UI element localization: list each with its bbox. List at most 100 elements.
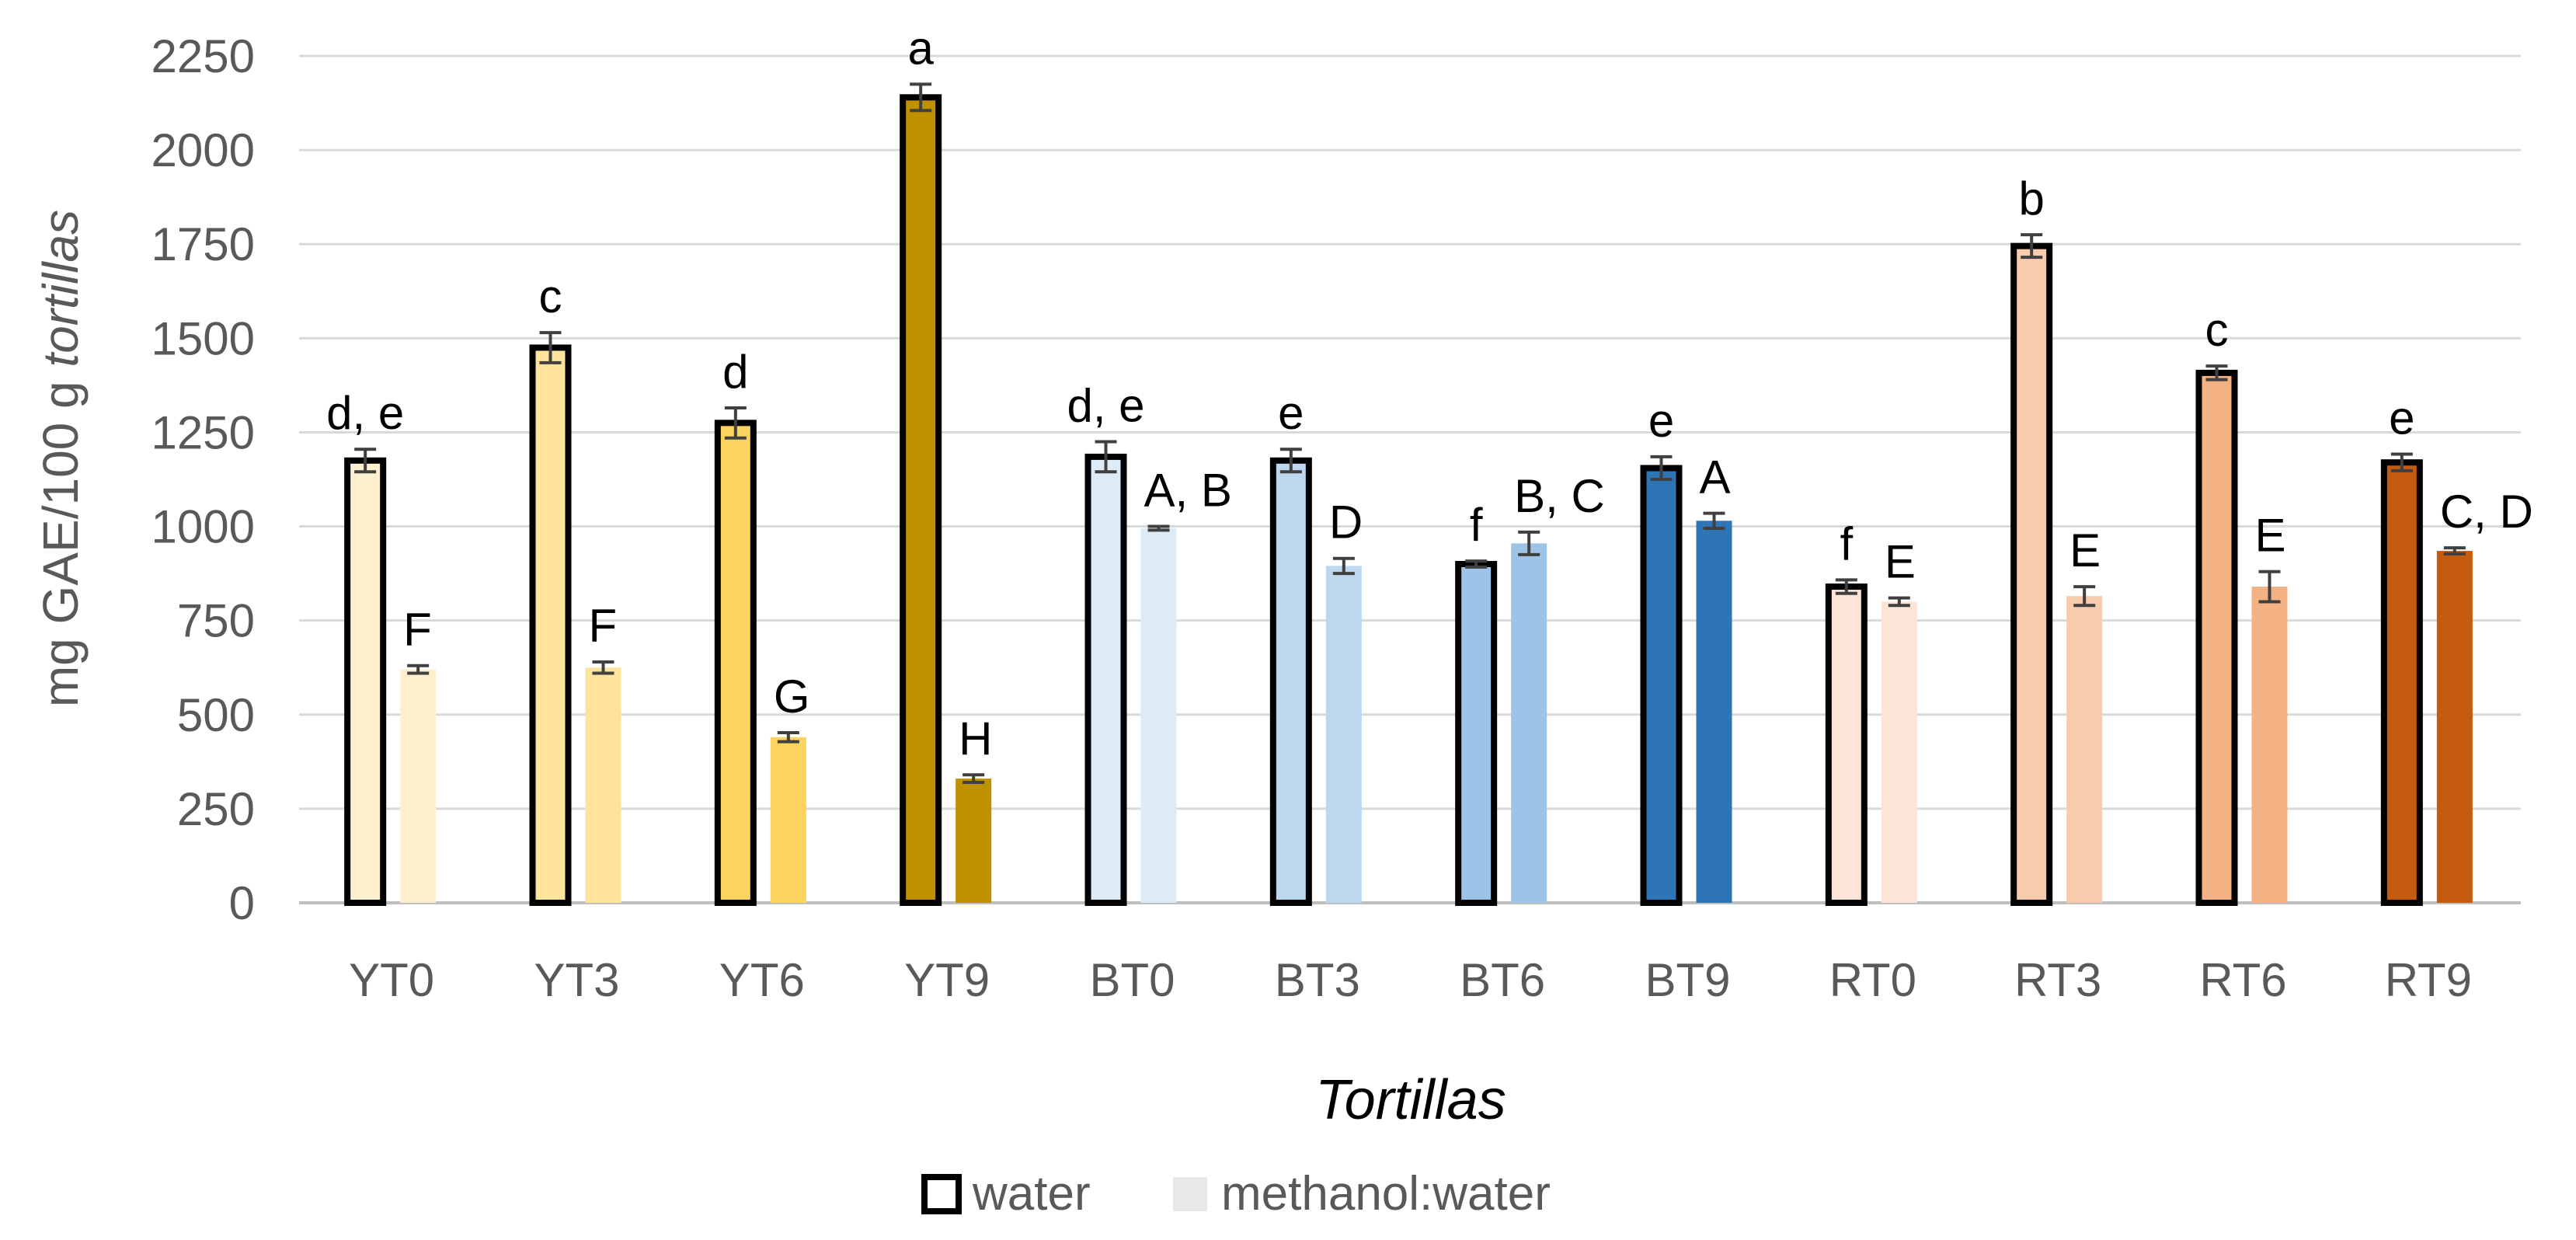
x-tick-label: YT0 xyxy=(349,954,434,1006)
significance-letter: C, D xyxy=(2440,486,2533,538)
significance-letter: e xyxy=(2389,392,2414,444)
x-tick-label: RT0 xyxy=(1829,954,1916,1006)
bar-water-YT9 xyxy=(900,94,942,906)
error-bar xyxy=(963,773,985,784)
bar-water-BT6 xyxy=(1455,561,1498,906)
error-bar xyxy=(2073,585,2096,608)
y-tick-label: 750 xyxy=(177,595,255,647)
y-tick-label: 0 xyxy=(229,877,255,929)
y-axis-label: mg GAE/100 g tortillas xyxy=(33,210,89,707)
bar-methanol-water-RT0 xyxy=(1881,601,1917,903)
significance-letter: f xyxy=(1840,517,1853,569)
bar-methanol-water-BT3 xyxy=(1325,566,1362,903)
x-axis-label: Tortillas xyxy=(1315,1069,1506,1131)
x-tick-label: RT6 xyxy=(2199,954,2286,1006)
bar-methanol-water-YT3 xyxy=(585,667,621,903)
x-tick-label: YT3 xyxy=(534,954,619,1006)
error-bar xyxy=(1650,455,1673,481)
bar-methanol-water-YT0 xyxy=(400,669,437,903)
significance-letter: A xyxy=(1700,451,1731,503)
y-tick-label: 1500 xyxy=(151,312,255,364)
significance-letter: c xyxy=(539,270,562,322)
significance-letter: a xyxy=(907,22,934,74)
y-tick-labels: 0 250 500 750 1000 1250 1500 1750 2000 2250 xyxy=(151,30,255,929)
error-bar xyxy=(2443,546,2466,556)
legend-swatch-methanol-water xyxy=(1173,1177,1207,1211)
bar-water-YT0 xyxy=(344,457,387,906)
significance-letter: d xyxy=(722,346,748,398)
y-tick-label: 2000 xyxy=(151,124,255,176)
error-bar xyxy=(1279,448,1302,474)
significance-letter: D xyxy=(1329,496,1363,549)
significance-letter: F xyxy=(589,600,618,652)
significance-letter: b xyxy=(2018,172,2044,225)
error-bar xyxy=(910,82,932,113)
bar-methanol-water-BT9 xyxy=(1696,521,1732,903)
error-bar xyxy=(777,731,799,744)
error-bar xyxy=(539,331,562,364)
significance-letter: E xyxy=(2255,510,2286,562)
bar-water-BT3 xyxy=(1269,457,1312,906)
error-bar xyxy=(1835,578,1857,595)
bar-water-RT9 xyxy=(2380,459,2423,906)
legend-label-water: water xyxy=(972,1167,1091,1221)
significance-letter: d, e xyxy=(1067,380,1144,432)
x-tick-label: BT0 xyxy=(1089,954,1175,1006)
x-tick-label: BT3 xyxy=(1275,954,1360,1006)
x-tick-label: YT9 xyxy=(904,954,990,1006)
y-tick-label: 1000 xyxy=(151,501,255,553)
bar-methanol-water-BT6 xyxy=(1511,543,1547,903)
error-bar xyxy=(592,660,614,675)
significance-letter: E xyxy=(2070,524,2101,576)
significance-letter: H xyxy=(959,712,992,765)
bar-methanol-water-RT9 xyxy=(2436,551,2473,903)
y-tick-label: 1250 xyxy=(151,406,255,458)
legend-swatch-water xyxy=(921,1174,962,1214)
significance-letter: e xyxy=(1278,387,1304,439)
significance-letter: e xyxy=(1648,395,1674,447)
error-bar xyxy=(1465,559,1488,569)
error-bar xyxy=(407,664,430,675)
x-tick-label: RT9 xyxy=(2385,954,2472,1006)
legend: water methanol:water xyxy=(921,1167,1551,1221)
error-bar xyxy=(1332,556,1355,576)
bar-water-RT0 xyxy=(1825,583,1868,906)
legend-label-methanol-water: methanol:water xyxy=(1221,1167,1551,1221)
significance-letter: E xyxy=(1885,536,1916,588)
significance-letter: A, B xyxy=(1144,465,1232,517)
significance-letter: G xyxy=(774,671,810,723)
error-bar xyxy=(1888,596,1910,608)
error-bar xyxy=(1147,524,1170,532)
error-bar xyxy=(2390,452,2413,472)
x-tick-labels: YT0 YT3 YT6 YT9 BT0 BT3 BT6 BT9 RT0 RT3 RT6 RT9 xyxy=(349,954,2472,1006)
x-tick-label: YT6 xyxy=(719,954,805,1006)
significance-letter: B, C xyxy=(1514,470,1605,522)
bar-methanol-water-BT0 xyxy=(1140,528,1177,903)
y-tick-label: 1750 xyxy=(151,218,255,270)
error-bar xyxy=(2205,364,2228,381)
y-tick-label: 2250 xyxy=(151,30,255,82)
bar-water-BT0 xyxy=(1084,453,1127,906)
error-bar xyxy=(1518,530,1540,556)
x-tick-label: BT9 xyxy=(1645,954,1730,1006)
bar-water-YT6 xyxy=(714,420,757,906)
error-bar xyxy=(1095,440,1117,474)
bar-water-YT3 xyxy=(529,344,572,906)
error-bar xyxy=(724,406,747,440)
error-bar xyxy=(354,448,377,474)
bar-methanol-water-RT6 xyxy=(2251,587,2288,903)
x-tick-label: BT6 xyxy=(1460,954,1545,1006)
bar-methanol-water-RT3 xyxy=(2066,596,2103,903)
gridlines xyxy=(299,54,2521,904)
significance-letter: F xyxy=(403,604,432,656)
significance-letter: f xyxy=(1470,499,1483,551)
bar-methanol-water-YT6 xyxy=(770,737,806,903)
y-tick-label: 500 xyxy=(177,689,255,741)
bar-water-RT6 xyxy=(2195,369,2238,906)
y-tick-label: 250 xyxy=(177,783,255,835)
bar-water-BT9 xyxy=(1640,465,1683,906)
error-bar xyxy=(2021,233,2043,259)
bar-water-RT3 xyxy=(2010,242,2053,906)
